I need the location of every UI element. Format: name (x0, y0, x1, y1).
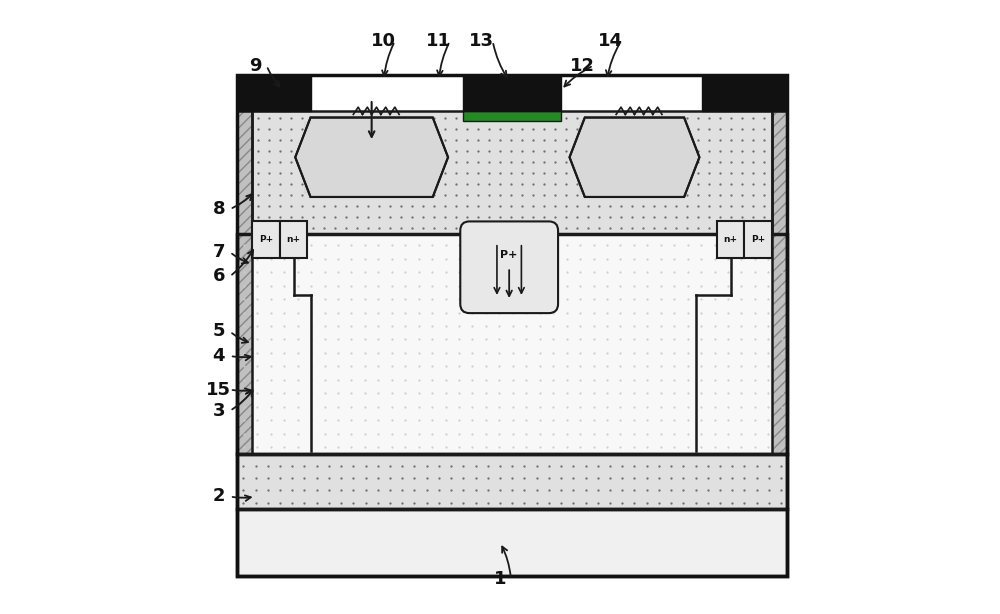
Polygon shape (570, 117, 699, 197)
Text: 11: 11 (426, 32, 451, 50)
Text: 6: 6 (213, 268, 225, 286)
Text: n+: n+ (724, 235, 738, 244)
FancyBboxPatch shape (579, 120, 684, 194)
Bar (252, 111, 772, 234)
Bar (237, 111, 252, 454)
FancyBboxPatch shape (237, 454, 787, 509)
Bar (237, 234, 787, 454)
Bar (717, 222, 744, 258)
Bar (702, 75, 787, 111)
Polygon shape (295, 117, 448, 197)
Bar (237, 75, 311, 111)
Text: 8: 8 (213, 200, 225, 218)
Text: 13: 13 (469, 32, 494, 50)
Bar (237, 75, 787, 576)
Text: P+: P+ (751, 235, 765, 244)
Bar (237, 509, 787, 576)
Text: 12: 12 (570, 56, 595, 74)
Bar (280, 222, 307, 258)
Text: 1: 1 (494, 570, 506, 588)
Bar (237, 111, 252, 454)
Text: P+: P+ (500, 250, 518, 260)
FancyBboxPatch shape (252, 111, 772, 234)
FancyBboxPatch shape (460, 222, 558, 313)
Text: 9: 9 (249, 56, 262, 74)
Text: 7: 7 (213, 243, 225, 261)
Text: 4: 4 (213, 347, 225, 365)
FancyBboxPatch shape (304, 120, 433, 194)
Bar (252, 222, 280, 258)
Text: 14: 14 (598, 32, 623, 50)
Text: 3: 3 (213, 402, 225, 420)
Text: 5: 5 (213, 322, 225, 340)
Text: n+: n+ (287, 235, 301, 244)
Bar (772, 111, 787, 454)
Bar (744, 222, 772, 258)
Bar (772, 111, 787, 454)
Text: 2: 2 (213, 488, 225, 505)
Bar (237, 454, 787, 509)
Bar (463, 75, 561, 111)
Text: P+: P+ (259, 235, 273, 244)
Text: 15: 15 (206, 381, 231, 398)
FancyBboxPatch shape (237, 234, 787, 454)
Text: 10: 10 (371, 32, 396, 50)
Bar (463, 111, 561, 120)
